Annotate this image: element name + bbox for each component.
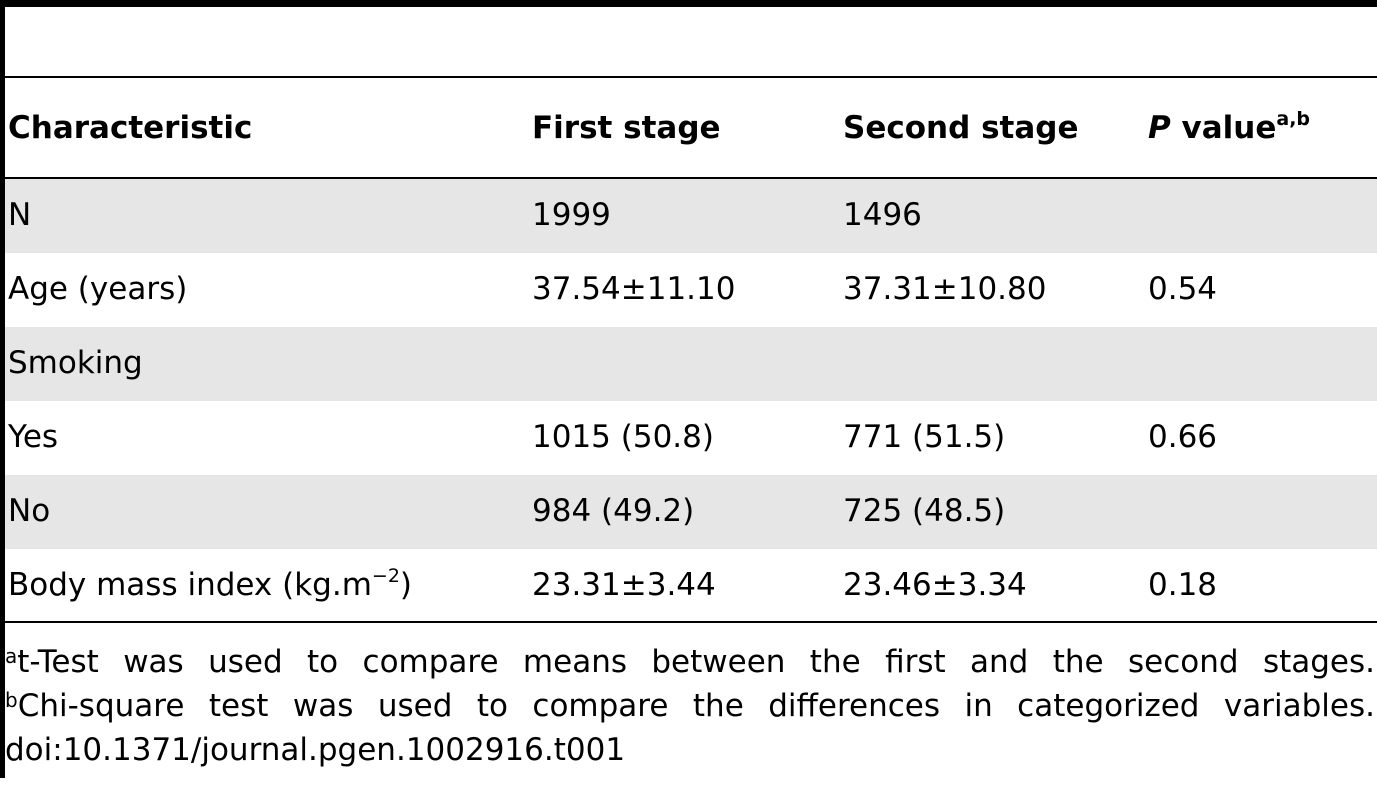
header-p-italic: P: [1148, 110, 1171, 146]
table-row: Body mass index (kg.m−2) 23.31±3.44 23.4…: [5, 549, 1377, 621]
table-bottom-rule: [5, 621, 1377, 623]
footnote-a-marker: a: [5, 643, 18, 668]
header-bottom-rule: [5, 177, 1377, 179]
header-second-stage: Second stage: [843, 110, 1079, 146]
row-label: Body mass index (kg.m−2): [8, 565, 412, 605]
footnote-b-marker: b: [5, 687, 18, 712]
header-p-superscript: a,b: [1276, 107, 1311, 130]
row-second-stage: 771 (51.5): [843, 419, 1006, 455]
row-first-stage: 1015 (50.8): [532, 419, 714, 455]
table-row: Age (years) 37.54±11.10 37.31±10.80 0.54: [5, 253, 1377, 327]
doi-link: doi:10.1371/journal.pgen.1002916.t001: [5, 732, 626, 768]
row-label: Age (years): [8, 271, 188, 307]
table-top-rule: [0, 0, 1377, 7]
row-first-stage: 37.54±11.10: [532, 271, 736, 307]
header-first-stage: First stage: [532, 110, 721, 146]
table-row: Yes 1015 (50.8) 771 (51.5) 0.66: [5, 401, 1377, 475]
row-label: Smoking: [8, 345, 143, 381]
row-second-stage: 1496: [843, 197, 922, 233]
row-label-end: ): [399, 567, 413, 603]
row-p-value: 0.18: [1148, 567, 1218, 603]
row-first-stage: 23.31±3.44: [532, 567, 716, 603]
table-footnotes: at-Test was used to compare means betwee…: [5, 640, 1375, 772]
row-label: Yes: [8, 419, 59, 455]
header-p-value: P valuea,b: [1148, 108, 1310, 148]
table-row: Smoking: [5, 327, 1377, 401]
row-label-superscript: −2: [371, 564, 400, 587]
row-label: No: [8, 493, 51, 529]
header-p-text: value: [1170, 110, 1277, 146]
row-second-stage: 37.31±10.80: [843, 271, 1047, 307]
header-characteristic: Characteristic: [8, 110, 253, 146]
header-top-rule: [5, 76, 1377, 78]
row-p-value: 0.66: [1148, 419, 1218, 455]
row-label: N: [8, 197, 32, 233]
footnote-a: at-Test was used to compare means betwee…: [5, 640, 1375, 684]
footnote-b-text: Chi-square test was used to compare the …: [17, 688, 1375, 724]
row-second-stage: 23.46±3.34: [843, 567, 1027, 603]
left-border-bar: [0, 0, 5, 778]
footnote-a-text: t-Test was used to compare means between…: [17, 644, 1375, 680]
table-row: No 984 (49.2) 725 (48.5): [5, 475, 1377, 549]
table-row: N 1999 1496: [5, 179, 1377, 253]
row-label-main: Body mass index (kg.m: [8, 567, 372, 603]
row-second-stage: 725 (48.5): [843, 493, 1006, 529]
row-first-stage: 984 (49.2): [532, 493, 695, 529]
footnote-b: bChi-square test was used to compare the…: [5, 684, 1375, 728]
row-p-value: 0.54: [1148, 271, 1218, 307]
row-first-stage: 1999: [532, 197, 611, 233]
table-header-row: Characteristic First stage Second stage …: [5, 78, 1377, 177]
